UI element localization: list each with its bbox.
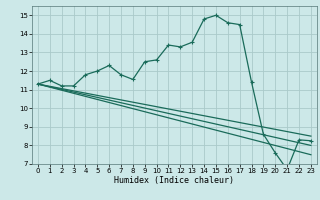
X-axis label: Humidex (Indice chaleur): Humidex (Indice chaleur) — [115, 176, 234, 185]
